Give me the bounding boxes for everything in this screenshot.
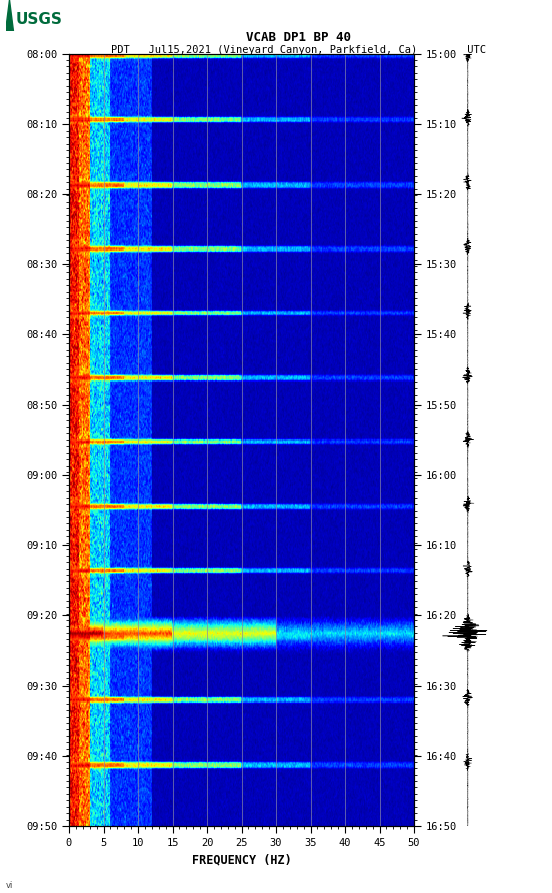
Polygon shape (6, 0, 13, 31)
Text: vi: vi (6, 881, 13, 890)
Text: PDT   Jul15,2021 (Vineyard Canyon, Parkfield, Ca)        UTC: PDT Jul15,2021 (Vineyard Canyon, Parkfie… (110, 45, 486, 54)
X-axis label: FREQUENCY (HZ): FREQUENCY (HZ) (192, 854, 291, 866)
Text: VCAB DP1 BP 40: VCAB DP1 BP 40 (246, 31, 351, 45)
Text: USGS: USGS (16, 12, 63, 27)
